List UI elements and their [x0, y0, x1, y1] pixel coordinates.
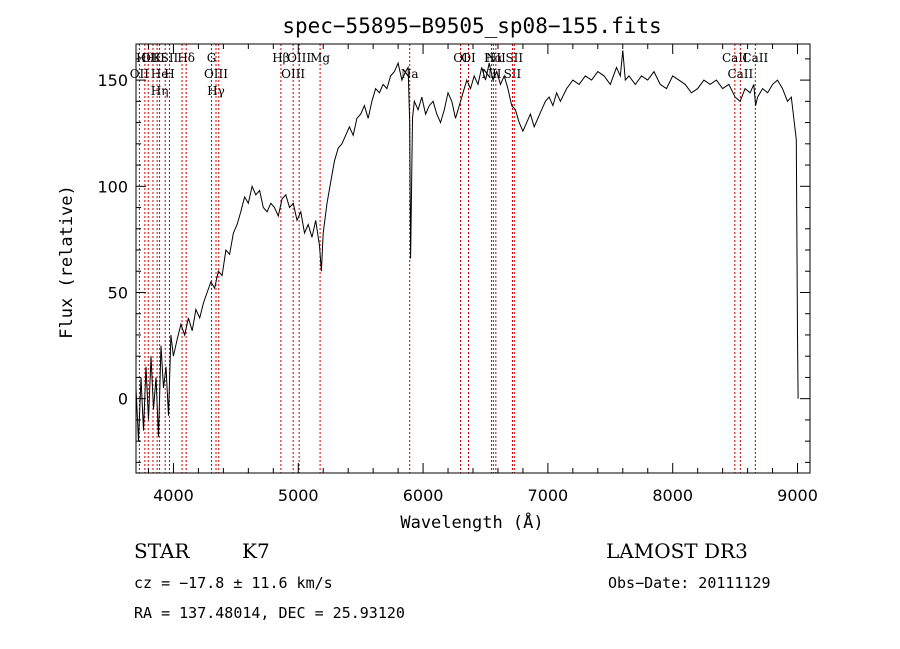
spectral-line-label: Hβ	[272, 51, 289, 65]
spectral-line-label: OIII	[204, 67, 228, 81]
y-axis-ticks: 0 50 100 150	[97, 58, 810, 463]
spectral-line-label: OIII	[281, 67, 305, 81]
spectral-line-label: SII	[504, 67, 522, 81]
spectral-line-label: G	[207, 51, 217, 65]
spectral-line-label: OI	[453, 51, 468, 65]
spectral-line-label: CaII	[727, 67, 753, 81]
spectral-line-label: He	[151, 67, 169, 81]
x-axis-ticks: 4000 5000 6000 7000 8000 9000	[147, 44, 818, 505]
spectral-line-label: NII	[486, 51, 506, 65]
observation-date: Obs−Date: 20111129	[608, 574, 771, 592]
x-tick-label: 4000	[153, 486, 194, 505]
survey-name: LAMOST DR3	[606, 539, 748, 563]
x-tick-label: 8000	[652, 486, 693, 505]
spectral-line-label: Hδ	[177, 51, 195, 65]
spectral-line-label: SII	[505, 51, 523, 65]
spectral-line-label: K	[153, 51, 163, 65]
spectral-line-label: OIII	[287, 51, 311, 65]
object-class: STAR	[134, 539, 190, 563]
y-tick-label: 100	[97, 177, 128, 196]
x-tick-label: 7000	[528, 486, 569, 505]
y-axis-label: Flux (relative)	[57, 185, 77, 339]
plot-frame	[135, 43, 811, 474]
spectral-line-label: CaII	[722, 51, 748, 65]
spectral-line-label: SII	[161, 51, 179, 65]
spectral-line-label: Hθ	[136, 51, 154, 65]
redshift-value: cz = −17.8 ± 11.6 km/s	[134, 574, 333, 592]
spectrum-line	[135, 50, 799, 442]
spectral-line-label: OI	[461, 51, 476, 65]
spectral-line-label: CaII	[742, 51, 768, 65]
coordinates: RA = 137.48014, DEC = 25.93120	[134, 604, 405, 622]
spectral-line-label: Na	[401, 67, 419, 81]
spectral-line-label: H	[164, 67, 174, 81]
x-axis-label: Wavelength (Å)	[400, 511, 543, 533]
y-tick-label: 0	[118, 390, 128, 409]
spectral-line-label: Hα	[484, 51, 503, 65]
spectral-line-label: Mg	[310, 51, 330, 65]
x-tick-label: 6000	[403, 486, 444, 505]
y-tick-label: 50	[108, 283, 128, 302]
spectral-line-label: OII	[130, 67, 150, 81]
spectral-line-label: Hη	[151, 84, 169, 98]
spectral-line-label: Hγ	[207, 84, 225, 98]
x-tick-label: 9000	[777, 486, 818, 505]
chart-title: spec−55895−B9505_sp08−155.fits	[282, 14, 661, 38]
x-tick-label: 5000	[278, 486, 319, 505]
spectral-subclass: K7	[242, 539, 270, 563]
y-tick-label: 150	[97, 71, 128, 90]
